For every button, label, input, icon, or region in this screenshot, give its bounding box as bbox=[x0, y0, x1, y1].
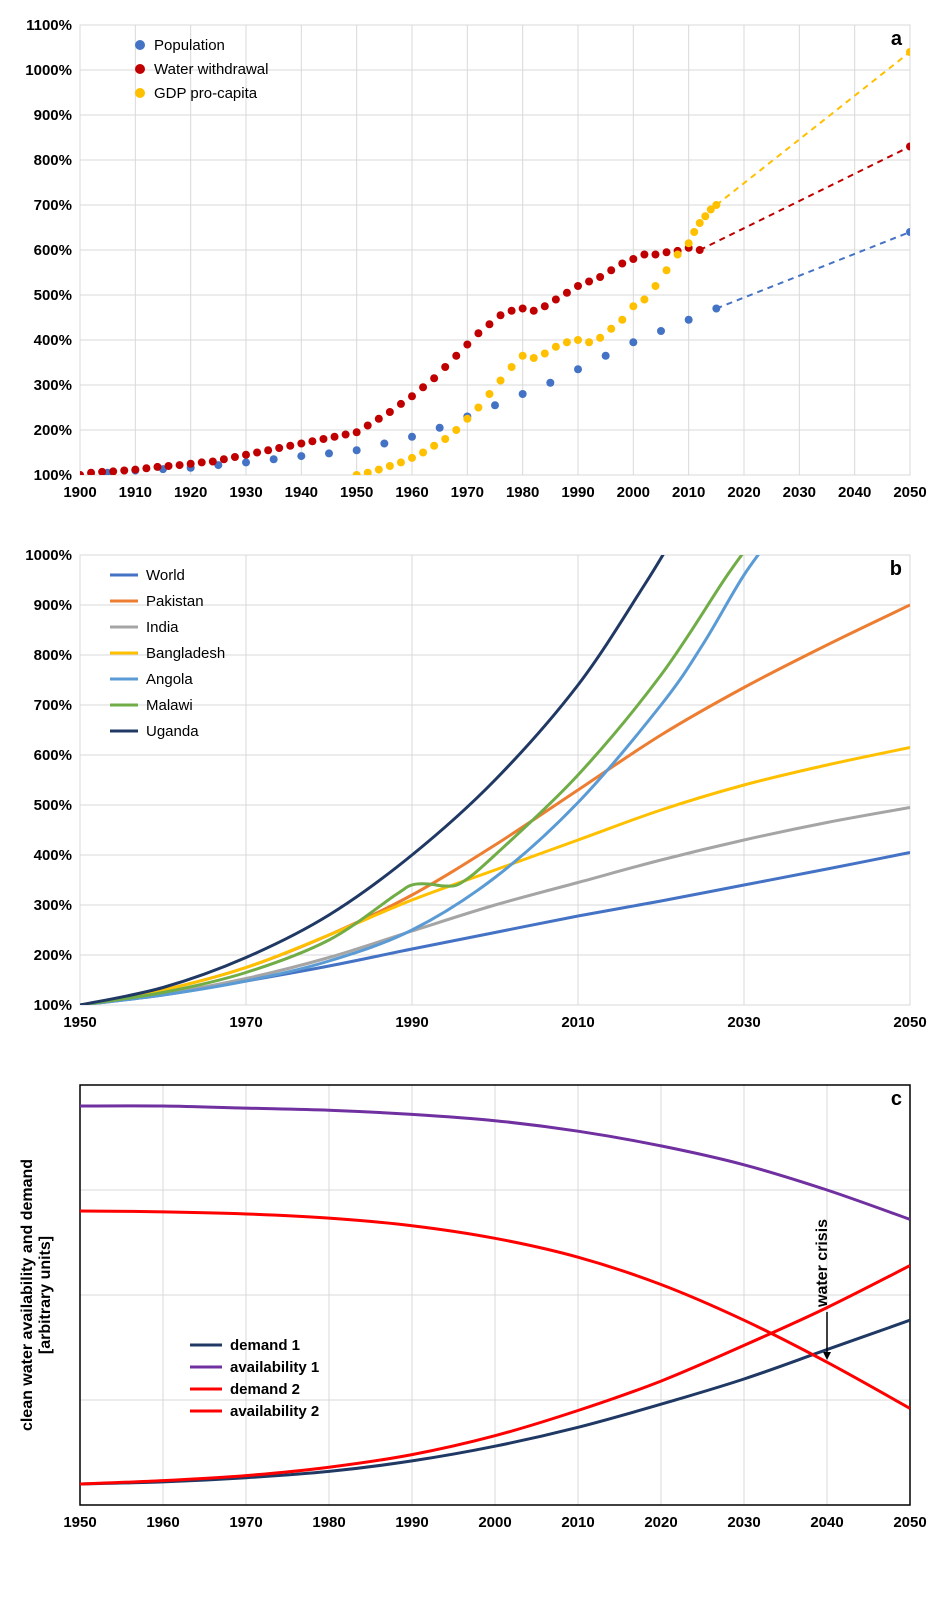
svg-text:1970: 1970 bbox=[229, 1514, 262, 1531]
svg-text:c: c bbox=[891, 1088, 902, 1110]
svg-text:700%: 700% bbox=[34, 197, 72, 214]
svg-text:1980: 1980 bbox=[506, 484, 539, 501]
svg-text:Angola: Angola bbox=[146, 671, 193, 688]
svg-text:1940: 1940 bbox=[285, 484, 318, 501]
svg-text:water crisis: water crisis bbox=[814, 1219, 831, 1308]
svg-text:2020: 2020 bbox=[727, 484, 760, 501]
svg-text:1970: 1970 bbox=[229, 1014, 262, 1031]
svg-text:GDP pro-capita: GDP pro-capita bbox=[154, 85, 258, 102]
svg-text:demand 1: demand 1 bbox=[230, 1337, 300, 1354]
svg-text:2020: 2020 bbox=[644, 1514, 677, 1531]
svg-text:1990: 1990 bbox=[395, 1014, 428, 1031]
svg-text:clean water availability and d: clean water availability and demand[arbi… bbox=[19, 1159, 54, 1431]
svg-text:1930: 1930 bbox=[229, 484, 262, 501]
svg-text:1920: 1920 bbox=[174, 484, 207, 501]
svg-text:400%: 400% bbox=[34, 847, 72, 864]
svg-text:100%: 100% bbox=[34, 997, 72, 1014]
svg-text:2050: 2050 bbox=[893, 1514, 926, 1531]
svg-text:1100%: 1100% bbox=[26, 17, 72, 34]
svg-text:1950: 1950 bbox=[63, 1514, 96, 1531]
panel-b: 100% 200% 300% 400% 500% 600% 700% 800% 900% 1000… bbox=[10, 540, 935, 1040]
svg-text:1000%: 1000% bbox=[25, 62, 72, 79]
svg-text:a: a bbox=[891, 28, 903, 50]
svg-text:2030: 2030 bbox=[727, 1014, 760, 1031]
svg-text:2040: 2040 bbox=[838, 484, 871, 501]
svg-text:900%: 900% bbox=[34, 597, 72, 614]
svg-text:Bangladesh: Bangladesh bbox=[146, 645, 225, 662]
svg-text:900%: 900% bbox=[34, 107, 72, 124]
svg-text:1980: 1980 bbox=[312, 1514, 345, 1531]
svg-text:2030: 2030 bbox=[783, 484, 816, 501]
svg-text:600%: 600% bbox=[34, 747, 72, 764]
chart-c: 1950 1960 1970 1980 1990 2000 2010 2020 2030 2040… bbox=[10, 1070, 935, 1550]
svg-text:1000%: 1000% bbox=[25, 547, 72, 564]
svg-text:Uganda: Uganda bbox=[146, 723, 199, 740]
svg-text:1950: 1950 bbox=[63, 1014, 96, 1031]
svg-text:300%: 300% bbox=[34, 897, 72, 914]
svg-text:2030: 2030 bbox=[727, 1514, 760, 1531]
svg-text:Malawi: Malawi bbox=[146, 697, 193, 714]
svg-text:demand 2: demand 2 bbox=[230, 1381, 300, 1398]
svg-text:700%: 700% bbox=[34, 697, 72, 714]
svg-text:World: World bbox=[146, 567, 185, 584]
svg-text:b: b bbox=[890, 558, 902, 580]
svg-text:2000: 2000 bbox=[617, 484, 650, 501]
svg-text:2050: 2050 bbox=[893, 1014, 926, 1031]
svg-text:availability 2: availability 2 bbox=[230, 1403, 319, 1420]
svg-text:200%: 200% bbox=[34, 422, 72, 439]
svg-text:300%: 300% bbox=[34, 377, 72, 394]
svg-text:Population: Population bbox=[154, 37, 225, 54]
svg-text:India: India bbox=[146, 619, 179, 636]
svg-text:1900: 1900 bbox=[63, 484, 96, 501]
figure: 100% 200% 300% 400% 500% 600% 700% 800% 900% 1000… bbox=[10, 10, 935, 1550]
svg-text:2010: 2010 bbox=[561, 1514, 594, 1531]
panel-c: 1950 1960 1970 1980 1990 2000 2010 2020 2030 2040… bbox=[10, 1070, 935, 1550]
svg-text:1960: 1960 bbox=[146, 1514, 179, 1531]
chart-b: 100% 200% 300% 400% 500% 600% 700% 800% 900% 1000… bbox=[10, 540, 935, 1040]
chart-a: 100% 200% 300% 400% 500% 600% 700% 800% 900% 1000… bbox=[10, 10, 935, 510]
svg-text:Pakistan: Pakistan bbox=[146, 593, 204, 610]
svg-text:500%: 500% bbox=[34, 287, 72, 304]
svg-text:2010: 2010 bbox=[672, 484, 705, 501]
svg-text:1970: 1970 bbox=[451, 484, 484, 501]
svg-text:1910: 1910 bbox=[119, 484, 152, 501]
svg-text:1950: 1950 bbox=[340, 484, 373, 501]
svg-text:2010: 2010 bbox=[561, 1014, 594, 1031]
svg-text:1990: 1990 bbox=[395, 1514, 428, 1531]
svg-text:500%: 500% bbox=[34, 797, 72, 814]
svg-text:600%: 600% bbox=[34, 242, 72, 259]
svg-text:availability 1: availability 1 bbox=[230, 1359, 319, 1376]
svg-text:800%: 800% bbox=[34, 647, 72, 664]
svg-text:1960: 1960 bbox=[395, 484, 428, 501]
svg-text:800%: 800% bbox=[34, 152, 72, 169]
svg-text:2040: 2040 bbox=[810, 1514, 843, 1531]
svg-text:Water withdrawal: Water withdrawal bbox=[154, 61, 268, 78]
svg-text:1990: 1990 bbox=[561, 484, 594, 501]
svg-text:100%: 100% bbox=[34, 467, 72, 484]
svg-text:2000: 2000 bbox=[478, 1514, 511, 1531]
svg-text:200%: 200% bbox=[34, 947, 72, 964]
svg-text:400%: 400% bbox=[34, 332, 72, 349]
panel-a: 100% 200% 300% 400% 500% 600% 700% 800% 900% 1000… bbox=[10, 10, 935, 510]
svg-text:2050: 2050 bbox=[893, 484, 926, 501]
